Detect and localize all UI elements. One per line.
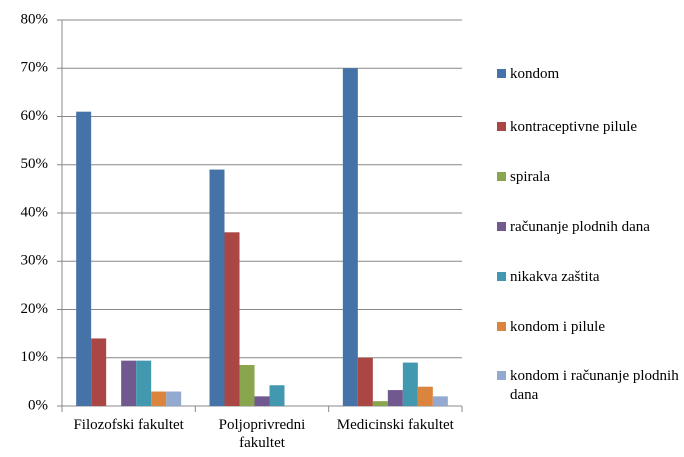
bar [209, 169, 225, 406]
bar [254, 396, 270, 406]
bar [76, 111, 92, 407]
y-tick-label: 80% [21, 11, 49, 27]
y-tick-label: 70% [21, 60, 49, 76]
legend-swatch [497, 322, 506, 331]
x-tick-label: Filozofski fakultet [73, 417, 184, 433]
legend-swatch [497, 272, 506, 281]
legend-label: spirala [510, 169, 550, 185]
legend-item: kondom i pilule [497, 318, 682, 337]
legend-swatch [497, 122, 506, 131]
legend-label: nikakva zaštita [510, 269, 600, 285]
legend-item: spirala [497, 168, 682, 187]
bar [121, 360, 137, 406]
bar [91, 338, 107, 406]
bar [432, 396, 448, 406]
bar [136, 360, 152, 406]
legend-label: kondom i računanje plodnih dana [510, 368, 679, 403]
legend-swatch [497, 222, 506, 231]
legend-item: kondom i računanje plodnih dana [497, 367, 682, 405]
bar [224, 232, 240, 406]
legend-label: kondom [510, 66, 560, 82]
x-tick-label: Medicinski fakultet [336, 417, 454, 433]
bar [151, 391, 167, 406]
legend-item: nikakva zaštita [497, 268, 682, 287]
legend-swatch [497, 172, 506, 181]
bar [269, 385, 285, 406]
legend-swatch [497, 371, 506, 380]
bar [166, 391, 182, 406]
y-tick-label: 10% [21, 349, 49, 365]
legend-item: računanje plodnih dana [497, 218, 682, 237]
y-tick-label: 50% [21, 156, 49, 172]
y-tick-label: 30% [21, 253, 49, 269]
bar [239, 364, 255, 406]
y-tick-label: 20% [21, 301, 49, 317]
y-tick-label: 40% [21, 204, 49, 220]
bar [342, 68, 358, 406]
y-tick-label: 0% [28, 397, 48, 413]
x-tick-label: Poljoprivredni fakultet [218, 417, 306, 451]
legend-label: kontraceptivne pilule [510, 119, 638, 135]
bar [387, 390, 403, 406]
bar [417, 386, 433, 406]
legend-swatch [497, 69, 506, 78]
bar [372, 401, 388, 406]
legend-item: kondom [497, 65, 682, 84]
legend-label: računanje plodnih dana [510, 219, 650, 235]
legend-label: kondom i pilule [510, 319, 605, 335]
bar [402, 362, 418, 406]
bar [357, 357, 373, 406]
legend-item: kontraceptivne pilule [497, 118, 682, 137]
y-tick-label: 60% [21, 108, 49, 124]
